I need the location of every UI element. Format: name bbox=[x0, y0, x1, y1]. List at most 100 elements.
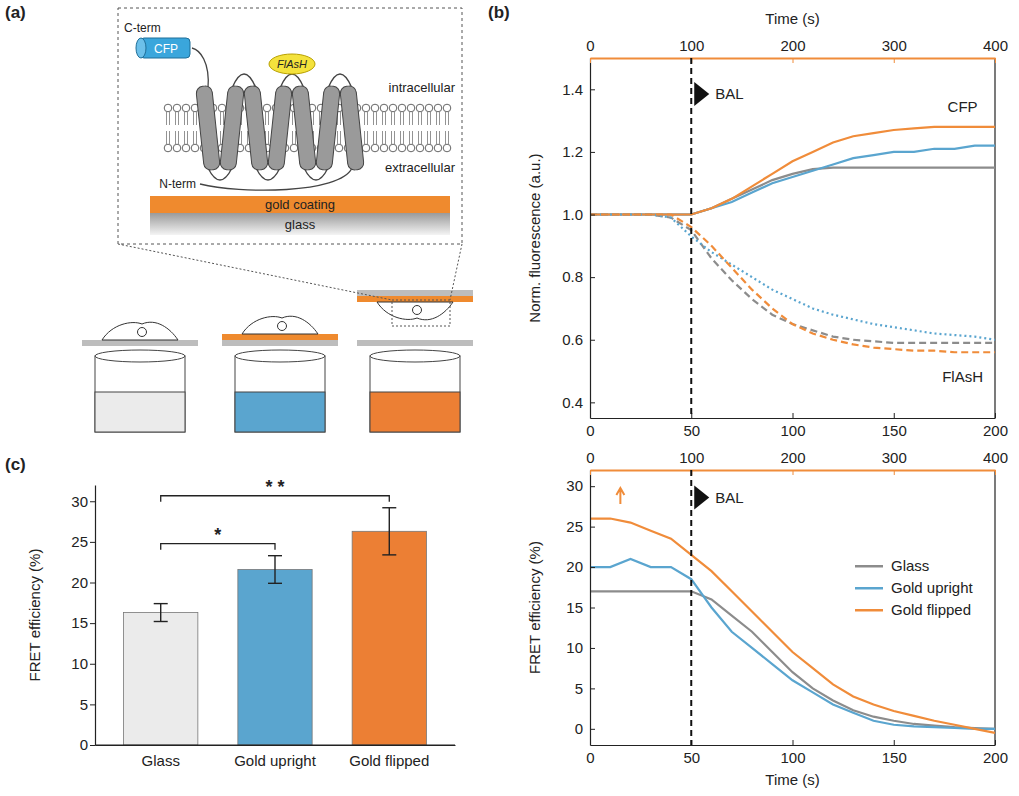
x-axis: GlassGold uprightGold flipped bbox=[96, 745, 456, 769]
tick-label: 30 bbox=[566, 477, 583, 494]
tick: 200 bbox=[983, 413, 1008, 439]
line-chart: 0.40.60.81.01.21.40501001502000100200300… bbox=[488, 3, 1008, 439]
tick-mark bbox=[995, 58, 996, 63]
tick-mark bbox=[590, 527, 595, 528]
lipid-tail bbox=[313, 112, 314, 125]
tick-mark bbox=[995, 470, 996, 475]
lipid-head bbox=[371, 144, 379, 152]
event-line bbox=[690, 58, 692, 418]
tick-mark bbox=[590, 486, 595, 487]
tick-label: 0.8 bbox=[562, 268, 583, 285]
series-line bbox=[590, 215, 995, 353]
lipid-tail bbox=[169, 112, 170, 125]
legend-label: Glass bbox=[891, 557, 929, 574]
lipid-head bbox=[164, 104, 172, 112]
tick-label: 10 bbox=[71, 655, 88, 672]
error-bar bbox=[274, 556, 275, 584]
lipid-tail bbox=[196, 112, 197, 125]
lipid-tail bbox=[421, 112, 422, 125]
lipid-tail bbox=[247, 131, 248, 144]
series-line bbox=[590, 559, 995, 729]
series-line bbox=[590, 146, 995, 215]
tick-mark bbox=[590, 688, 595, 689]
helix bbox=[244, 85, 269, 170]
lipid-tail bbox=[427, 131, 428, 144]
lipid-tail bbox=[268, 112, 269, 125]
tick-mark bbox=[590, 413, 591, 418]
tick: 300 bbox=[882, 449, 907, 475]
lipid-tail bbox=[436, 112, 437, 125]
axis-line bbox=[95, 486, 96, 746]
tick-mark bbox=[90, 704, 95, 705]
zoom-line bbox=[450, 244, 462, 300]
lipid-tail bbox=[184, 131, 185, 144]
lipid-tail bbox=[340, 112, 341, 125]
event-label: BAL bbox=[715, 85, 743, 102]
lipid-head bbox=[434, 144, 442, 152]
nucleus bbox=[413, 306, 422, 315]
error-cap bbox=[154, 621, 168, 622]
tick: 1.0 bbox=[562, 206, 595, 223]
x2-axis-title: Time (s) bbox=[765, 10, 819, 27]
plot-area bbox=[590, 127, 995, 352]
lipid-tail bbox=[439, 131, 440, 144]
lipid-tail bbox=[373, 112, 374, 125]
lipid-tail bbox=[337, 131, 338, 144]
lipid-head bbox=[191, 144, 199, 152]
lipid-head bbox=[416, 104, 424, 112]
error-bar bbox=[160, 604, 161, 622]
legend-label: Gold flipped bbox=[891, 601, 971, 618]
lipid-head bbox=[335, 144, 343, 152]
tick: Gold upright bbox=[234, 745, 317, 769]
tick-mark bbox=[995, 740, 996, 745]
tick-mark bbox=[90, 745, 95, 746]
x-axis: 050100150200 bbox=[586, 740, 1008, 766]
lipid-head bbox=[425, 104, 433, 112]
lipid-head bbox=[182, 144, 190, 152]
tick-label: 5 bbox=[80, 696, 88, 713]
lipid-head bbox=[389, 144, 397, 152]
tick-label: 0 bbox=[80, 736, 88, 753]
lipid-tail bbox=[376, 112, 377, 125]
c-term-tail bbox=[192, 48, 208, 88]
gold-film bbox=[222, 334, 338, 340]
tick-label: 0 bbox=[586, 749, 594, 766]
objective bbox=[95, 356, 185, 432]
lipid-head bbox=[398, 104, 406, 112]
tick: 0.4 bbox=[562, 394, 595, 411]
objective bbox=[370, 356, 460, 432]
label: CFP bbox=[154, 42, 178, 56]
tick: 30 bbox=[566, 477, 595, 494]
plot-area bbox=[124, 508, 427, 745]
lipid-tail bbox=[400, 112, 401, 125]
tick-mark bbox=[590, 402, 595, 403]
gold-layer bbox=[150, 196, 450, 213]
tick-mark bbox=[894, 740, 895, 745]
nucleus bbox=[138, 328, 147, 337]
tick-mark bbox=[590, 152, 595, 153]
lipid-head bbox=[398, 144, 406, 152]
lipid-head bbox=[164, 144, 172, 152]
tick-mark bbox=[590, 277, 595, 278]
loops bbox=[192, 48, 352, 190]
lipid-tail bbox=[385, 131, 386, 144]
tick: Glass bbox=[142, 745, 180, 769]
objective-top bbox=[235, 350, 325, 362]
tick: 200 bbox=[983, 740, 1008, 766]
lipid-tail bbox=[412, 112, 413, 125]
tick: 1.2 bbox=[562, 143, 595, 160]
coverslip bbox=[222, 340, 338, 346]
coverslip bbox=[82, 340, 198, 346]
lipid-tail bbox=[412, 131, 413, 144]
label: glass bbox=[285, 217, 316, 232]
lipid-tail bbox=[421, 131, 422, 144]
lipid-head bbox=[425, 144, 433, 152]
tick-mark bbox=[90, 542, 95, 543]
lipid-head bbox=[380, 104, 388, 112]
label: N-term bbox=[159, 177, 196, 191]
label: extracellular bbox=[385, 160, 456, 175]
lipid-tail bbox=[376, 131, 377, 144]
helix bbox=[340, 85, 365, 170]
lipid-head bbox=[407, 104, 415, 112]
tick-mark bbox=[590, 340, 595, 341]
